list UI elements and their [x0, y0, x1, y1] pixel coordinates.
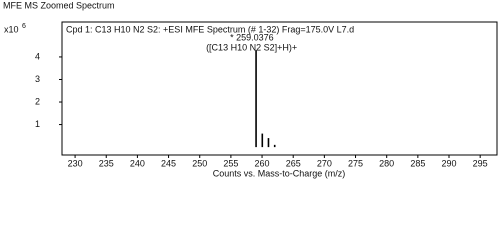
- y-tick-label: 2: [35, 96, 40, 106]
- x-tick-label: 285: [410, 158, 425, 168]
- annotation: * 259.0376: [230, 33, 274, 43]
- y-multiplier-exponent: 6: [22, 23, 26, 30]
- x-axis-label: Counts vs. Mass-to-Charge (m/z): [213, 168, 346, 178]
- chart-title: Cpd 1: C13 H10 N2 S2: +ESI MFE Spectrum …: [66, 24, 354, 34]
- x-tick-label: 270: [317, 158, 332, 168]
- x-tick-label: 255: [223, 158, 238, 168]
- page: {"chart_data": {"type": "stem", "heading…: [3, 0, 498, 179]
- y-tick-label: 4: [35, 51, 40, 61]
- x-tick-label: 275: [348, 158, 363, 168]
- plot-frame: [61, 21, 498, 156]
- x-tick-label: 260: [255, 158, 270, 168]
- y-tick-label: 3: [35, 74, 40, 84]
- x-tick-label: 290: [441, 158, 456, 168]
- x-tick-label: 280: [379, 158, 394, 168]
- x-tick-label: 230: [68, 158, 83, 168]
- y-tick-label: 1: [35, 119, 40, 129]
- x-tick-label: 295: [473, 158, 488, 168]
- chart: MFE MS Zoomed Spectrum x10 6 Cpd 1: C13 …: [3, 0, 498, 178]
- x-tick-label: 250: [192, 158, 207, 168]
- x-tick-label: 245: [161, 158, 176, 168]
- y-multiplier: x10: [4, 24, 19, 34]
- heading: MFE MS Zoomed Spectrum: [3, 0, 115, 10]
- x-tick-label: 265: [286, 158, 301, 168]
- x-tick-label: 235: [99, 158, 114, 168]
- x-tick-label: 240: [130, 158, 145, 168]
- annotation: ([C13 H10 N2 S2]+H)+: [206, 43, 297, 53]
